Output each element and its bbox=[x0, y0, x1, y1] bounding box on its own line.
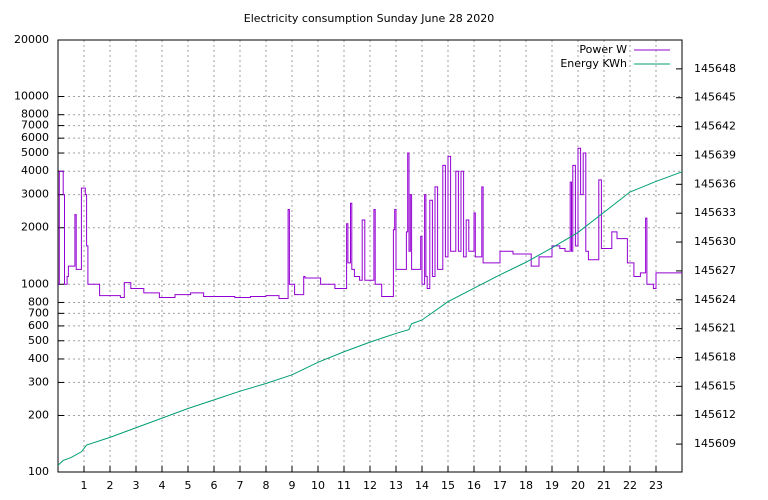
legend-label: Energy KWh bbox=[560, 57, 627, 70]
y-tick-label: 10000 bbox=[14, 90, 49, 103]
x-tick-label: 5 bbox=[185, 479, 192, 492]
y-tick-label: 800 bbox=[28, 295, 49, 308]
x-tick-label: 21 bbox=[597, 479, 611, 492]
x-tick-label: 15 bbox=[441, 479, 455, 492]
y-tick-label: 700 bbox=[28, 306, 49, 319]
x-tick-label: 8 bbox=[263, 479, 270, 492]
y-tick-label: 5000 bbox=[21, 146, 49, 159]
y2-tick-label: 145621 bbox=[694, 322, 736, 335]
y2-tick-label: 145642 bbox=[694, 120, 736, 133]
x-tick-label: 2 bbox=[107, 479, 114, 492]
x-tick-label: 4 bbox=[159, 479, 166, 492]
x-tick-label: 10 bbox=[311, 479, 325, 492]
y-tick-label: 600 bbox=[28, 319, 49, 332]
y-tick-label: 400 bbox=[28, 352, 49, 365]
x-tick-label: 6 bbox=[211, 479, 218, 492]
x-tick-label: 14 bbox=[415, 479, 429, 492]
x-tick-label: 16 bbox=[467, 479, 481, 492]
y-tick-label: 8000 bbox=[21, 108, 49, 121]
x-tick-label: 18 bbox=[519, 479, 533, 492]
y-tick-label: 6000 bbox=[21, 131, 49, 144]
x-tick-label: 1 bbox=[81, 479, 88, 492]
x-tick-label: 23 bbox=[649, 479, 663, 492]
y2-tick-label: 145639 bbox=[694, 148, 736, 161]
y2-tick-label: 145636 bbox=[694, 177, 736, 190]
y2-tick-label: 145615 bbox=[694, 379, 736, 392]
x-tick-label: 17 bbox=[493, 479, 507, 492]
x-tick-label: 12 bbox=[363, 479, 377, 492]
x-tick-label: 22 bbox=[623, 479, 637, 492]
x-tick-label: 11 bbox=[337, 479, 351, 492]
y2-tick-label: 145609 bbox=[694, 437, 736, 450]
y2-tick-label: 145612 bbox=[694, 408, 736, 421]
plot-frame bbox=[57, 39, 683, 473]
y-tick-label: 1000 bbox=[21, 277, 49, 290]
y-tick-label: 500 bbox=[28, 334, 49, 347]
y2-tick-label: 145618 bbox=[694, 351, 736, 364]
y2-tick-label: 145648 bbox=[694, 62, 736, 75]
y-tick-label: 3000 bbox=[21, 188, 49, 201]
x-tick-label: 7 bbox=[237, 479, 244, 492]
x-tick-label: 3 bbox=[133, 479, 140, 492]
series-line bbox=[58, 147, 682, 299]
legend-label: Power W bbox=[579, 43, 627, 56]
y-tick-label: 7000 bbox=[21, 119, 49, 132]
y-tick-label: 300 bbox=[28, 375, 49, 388]
y-tick-label: 20000 bbox=[14, 33, 49, 46]
x-tick-label: 20 bbox=[571, 479, 585, 492]
x-tick-label: 9 bbox=[289, 479, 296, 492]
y2-tick-label: 145627 bbox=[694, 264, 736, 277]
y2-tick-label: 145624 bbox=[694, 293, 736, 306]
series-line bbox=[57, 171, 683, 466]
y2-tick-label: 145633 bbox=[694, 206, 736, 219]
y-tick-label: 100 bbox=[28, 465, 49, 478]
y2-tick-label: 145645 bbox=[694, 91, 736, 104]
y-tick-label: 2000 bbox=[21, 221, 49, 234]
y2-tick-label: 145630 bbox=[694, 235, 736, 248]
x-tick-label: 13 bbox=[389, 479, 403, 492]
chart-title: Electricity consumption Sunday June 28 2… bbox=[244, 12, 494, 25]
y-tick-label: 200 bbox=[28, 408, 49, 421]
y-tick-label: 4000 bbox=[21, 164, 49, 177]
x-tick-label: 19 bbox=[545, 479, 559, 492]
